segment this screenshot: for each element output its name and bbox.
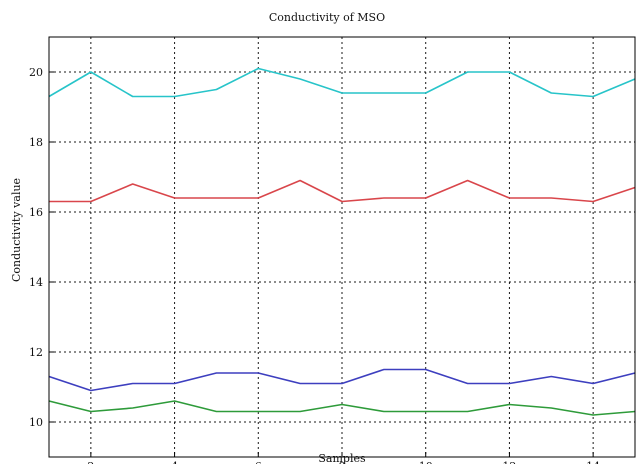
series-group [48, 67, 636, 416]
x-tick-label: 4 [171, 460, 178, 464]
series-line-1 [48, 67, 636, 98]
series-line-3 [48, 368, 636, 392]
x-tick-label: 8 [339, 460, 346, 464]
x-tick-label: 10 [419, 460, 433, 464]
y-tick-label: 14 [29, 276, 43, 289]
x-tick-label: 12 [502, 460, 516, 464]
x-tick-label: 6 [255, 460, 262, 464]
x-axis-label: Samples [318, 452, 366, 464]
x-tick-label: 2 [87, 460, 94, 464]
y-tick-label: 10 [29, 416, 43, 429]
series-line-2 [49, 179, 636, 203]
x-tick-label: 14 [586, 460, 600, 464]
tick-labels: 2 4 6 8 10 12 14 10 12 14 16 18 20 [29, 66, 600, 464]
chart-title: Conductivity of MSO [269, 11, 385, 24]
series-line-4 [48, 400, 636, 416]
grid [49, 37, 635, 457]
y-tick-label: 20 [29, 66, 43, 79]
y-tick-label: 12 [29, 346, 43, 359]
y-axis-label: Conductivity value [10, 178, 23, 282]
y-tick-label: 18 [29, 136, 43, 149]
y-tick-label: 16 [29, 206, 43, 219]
